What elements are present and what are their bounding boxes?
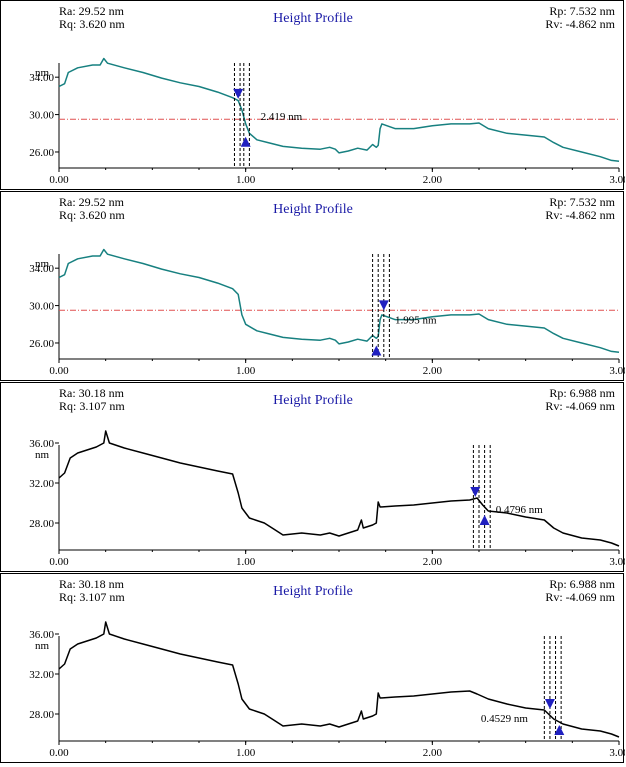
stat-rv: Rv: -4.862 nm [545,208,615,222]
measurement-label: 0.4529 nm [481,713,529,725]
y-axis-label: nm [35,67,50,79]
measurement-label: 2.419 nm [261,111,303,123]
marker-up-icon [479,515,490,525]
y-tick-label: 36.00 [29,438,54,450]
y-axis-label: nm [35,640,50,652]
measurement-label: 0.4796 nm [496,504,544,516]
x-tick-label: 0.00 [49,174,69,186]
profile-line [58,430,620,547]
stat-rv: Rv: -4.069 nm [545,590,615,604]
stat-ra: Ra: 29.52 nm [59,195,124,209]
measurement-label: 1.995 nm [395,314,437,326]
profile-panel-2: Ra: 29.52 nm Rq: 3.620 nm Rp: 7.532 nm Rv: … [0,191,625,381]
stat-ra: Ra: 30.18 nm [59,386,124,400]
stat-rv: Rv: -4.862 nm [545,17,615,31]
chart-title: Height Profile [273,11,353,26]
plot-area: nm 0.00 1.00 2.00 3.00 28.00 32.00 36.00 0.4529 … [29,621,625,759]
x-tick-label: 2.00 [423,747,443,759]
x-tick-label: 3.00 [609,174,625,186]
marker-down-icon [233,88,244,99]
stat-rp: Rp: 6.988 nm [549,577,615,591]
y-tick-label: 28.00 [29,709,54,721]
marker-down-icon [470,487,481,497]
profile-panel-1: Ra: 29.52 nm Rq: 3.620 nm Rp: 7.532 nm Rv: … [0,0,625,190]
y-tick-label: 26.00 [29,338,54,350]
y-axis-label: nm [35,258,50,270]
marker-down-icon [544,699,555,709]
x-tick-label: 0.00 [49,556,69,568]
y-axis-label: nm [35,449,50,461]
x-tick-label: 2.00 [423,174,443,186]
y-tick-label: 34.00 [29,72,54,84]
chart-title: Height Profile [273,393,353,408]
stat-rv: Rv: -4.069 nm [545,399,615,413]
x-tick-label: 1.00 [236,556,256,568]
profile-line [58,57,620,163]
profile-panel-3: Ra: 30.18 nm Rq: 3.107 nm Rp: 6.988 nm Rv: … [0,382,625,572]
y-tick-label: 30.00 [29,110,54,122]
stat-rq: Rq: 3.620 nm [59,17,125,31]
x-tick-label: 2.00 [423,556,443,568]
chart-title: Height Profile [273,584,353,599]
marker-down-icon [378,300,389,311]
y-tick-label: 26.00 [29,147,54,159]
x-tick-label: 3.00 [609,365,625,377]
profile-panel-4: Ra: 30.18 nm Rq: 3.107 nm Rp: 6.988 nm Rv: … [0,573,625,763]
chart-title: Height Profile [273,202,353,217]
marker-up-icon [554,725,565,735]
profile-line [58,248,620,354]
y-tick-label: 30.00 [29,301,54,313]
x-tick-label: 1.00 [236,174,256,186]
stat-rp: Rp: 7.532 nm [549,195,615,209]
x-tick-label: 1.00 [236,747,256,759]
stat-ra: Ra: 30.18 nm [59,577,124,591]
marker-up-icon [240,136,251,147]
stat-ra: Ra: 29.52 nm [59,4,124,18]
y-tick-label: 36.00 [29,629,54,641]
x-tick-label: 2.00 [423,365,443,377]
x-tick-label: 0.00 [49,365,69,377]
plot-area: nm 0.00 1.00 2.00 3.00 28.00 32.00 36.00 0.4796 … [29,430,625,568]
x-tick-label: 3.00 [609,556,625,568]
y-tick-label: 32.00 [29,478,54,490]
stat-rp: Rp: 7.532 nm [549,4,615,18]
y-tick-label: 28.00 [29,518,54,530]
marker-up-icon [371,345,382,356]
x-tick-label: 1.00 [236,365,256,377]
x-tick-label: 0.00 [49,747,69,759]
stat-rq: Rq: 3.620 nm [59,208,125,222]
stat-rq: Rq: 3.107 nm [59,590,125,604]
stat-rq: Rq: 3.107 nm [59,399,125,413]
plot-area: nm 0.00 1.00 2.00 3.00 26.00 30.00 34.00 1.995 n… [29,248,625,377]
stat-rp: Rp: 6.988 nm [549,386,615,400]
y-tick-label: 32.00 [29,669,54,681]
y-tick-label: 34.00 [29,263,54,275]
profile-line [58,621,620,738]
x-tick-label: 3.00 [609,747,625,759]
plot-area: nm 0.00 1.00 2.00 3.00 26.00 30.00 34.00 2.419 n… [29,57,625,186]
